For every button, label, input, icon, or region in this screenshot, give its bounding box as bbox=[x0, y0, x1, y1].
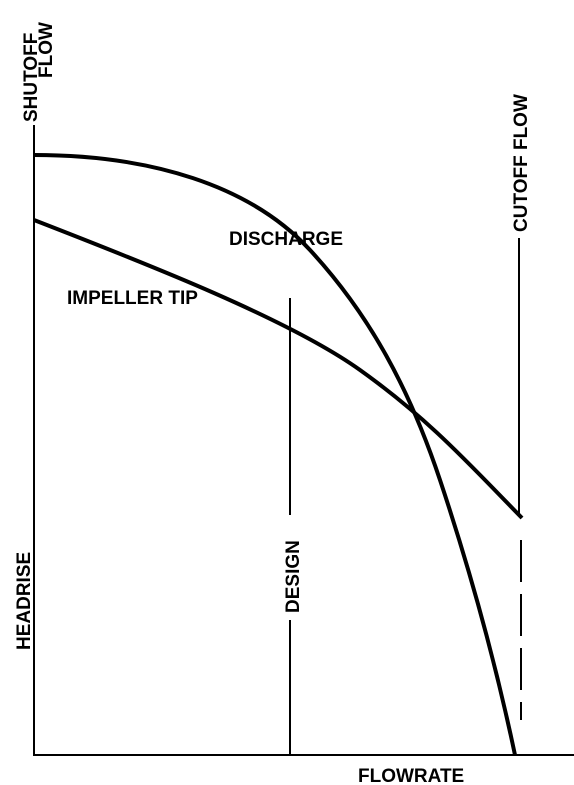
impeller-tip-curve bbox=[33, 218, 524, 520]
shutoff-label: FLOW bbox=[36, 22, 57, 78]
cutoff-label: CUTOFF FLOW bbox=[511, 94, 532, 232]
y-axis-label: HEADRISE bbox=[14, 552, 35, 650]
impeller-tip-label: IMPELLER TIP bbox=[67, 288, 198, 309]
design-label: DESIGN bbox=[283, 540, 304, 613]
shutoff-label: SHUTOFF bbox=[21, 33, 42, 122]
discharge-label: DISCHARGE bbox=[229, 229, 343, 250]
x-axis-label: FLOWRATE bbox=[358, 766, 464, 785]
discharge-curve bbox=[33, 153, 517, 756]
